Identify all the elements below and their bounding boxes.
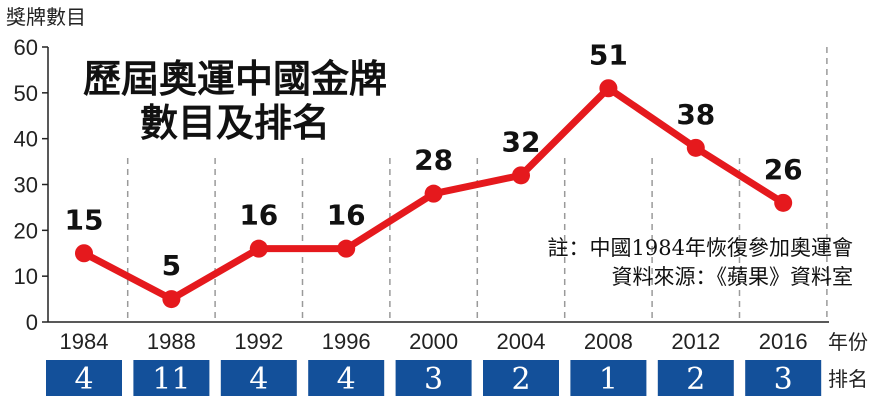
data-point [774,193,793,212]
data-point [599,79,618,98]
x-tick-label: 2016 [759,329,808,354]
chart-title: 歷屆奧運中國金牌 [83,56,387,101]
y-tick-labels: 0 10 20 30 40 50 60 [14,35,38,335]
note-1: 註：中國1984年恢復參加奧運會 [548,236,853,260]
rank-box [308,360,385,396]
data-point [424,184,443,203]
rank-box [657,360,734,396]
data-label: 26 [764,153,803,186]
rank-value: 11 [152,362,190,397]
rank-value: 2 [686,362,705,397]
rank-box [46,360,122,396]
data-label: 15 [65,203,104,236]
y-tick-label: 10 [14,264,38,289]
x-tick-label: 2004 [497,329,546,354]
y-tick-label: 0 [26,310,38,335]
rank-value: 2 [511,362,530,397]
x-axis-title: 年份 [828,330,868,354]
data-label: 38 [676,98,715,131]
x-tick-label: 2000 [409,329,458,354]
x-tick-label: 1988 [147,329,196,354]
data-label: 5 [162,249,181,282]
rank-value: 3 [424,362,443,397]
x-tick-label: 2008 [584,329,633,354]
chart-subtitle: 數目及排名 [140,100,330,145]
rank-box [133,360,210,396]
rank-box [220,360,297,396]
rank-box [483,360,559,396]
data-point [75,244,93,263]
y-tick-label: 50 [14,81,38,106]
data-point [512,166,530,185]
x-tick-label: 1992 [234,329,283,354]
rank-value: 1 [599,362,618,397]
data-labels: 15 5 16 16 28 32 51 38 26 [65,38,803,282]
x-tick-labels: 1984 1988 1992 1996 2000 2004 2008 2012 2016 [60,329,808,354]
data-label: 16 [327,199,366,232]
data-point [337,239,356,258]
x-tick-label: 1984 [60,329,109,354]
y-tick-label: 20 [14,218,38,243]
y-tick-label: 30 [14,173,38,198]
data-point [162,290,181,309]
rank-value: 4 [74,362,93,397]
y-tick-label: 60 [14,35,38,60]
rank-value: 3 [774,362,793,397]
rank-value: 4 [337,362,356,397]
data-point [249,239,268,258]
y-tick-label: 40 [14,127,38,152]
rank-box [570,360,647,396]
data-point [686,138,705,157]
rank-title: 排名 [828,367,868,391]
data-label: 51 [589,38,628,71]
x-tick-label: 2012 [671,329,720,354]
note-2: 資料來源：《蘋果》資料室 [612,265,854,289]
data-label: 28 [414,144,453,177]
x-tick-label: 1996 [322,329,371,354]
rank-value: 4 [249,362,268,397]
rank-box [745,360,822,396]
data-label: 16 [239,199,278,232]
data-label: 32 [502,125,541,158]
axes [42,46,829,323]
rank-box [395,360,472,396]
y-axis-title: 獎牌數目 [6,5,86,29]
data-points [75,79,793,309]
rank-boxes: 4 11 4 4 3 2 1 2 3 [46,360,822,397]
